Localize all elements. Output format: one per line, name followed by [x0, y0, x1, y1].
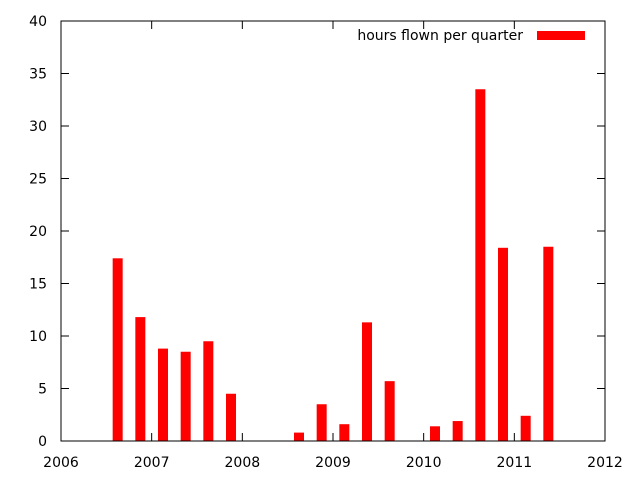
- bar: [384, 381, 395, 441]
- y-tick-label: 25: [29, 172, 47, 188]
- bar: [158, 348, 168, 441]
- bar: [316, 404, 327, 441]
- y-tick-label: 30: [29, 119, 47, 135]
- y-tick-label: 0: [38, 434, 47, 450]
- y-tick-label: 10: [29, 329, 47, 345]
- x-tick-label: 2006: [43, 455, 79, 471]
- legend-label: hours flown per quarter: [357, 28, 523, 44]
- legend-swatch: [537, 31, 585, 40]
- y-tick-label: 40: [29, 14, 47, 30]
- y-tick-labels: 0 5 10 15 20 25 30 35 40: [29, 14, 47, 450]
- bar: [180, 351, 191, 441]
- y-tick-label: 20: [29, 224, 47, 240]
- bar: [112, 258, 123, 441]
- x-tick-label: 2010: [406, 455, 442, 471]
- x-tick-label: 2008: [225, 455, 261, 471]
- bar: [520, 415, 531, 441]
- legend: hours flown per quarter: [357, 28, 585, 44]
- plot-frame: [60, 20, 606, 442]
- x-tick-labels: 2006 2007 2008 2009 2010 2011 2012: [43, 455, 623, 471]
- bar: [452, 421, 463, 441]
- bar: [339, 424, 350, 441]
- bar: [430, 426, 440, 441]
- bar: [294, 432, 304, 441]
- bar: [226, 393, 236, 441]
- y-tick-label: 35: [29, 67, 47, 83]
- x-tick-label: 2007: [134, 455, 170, 471]
- y-tick-label: 5: [38, 382, 47, 398]
- bar-series: [112, 89, 554, 441]
- y-tick-label: 15: [29, 277, 47, 293]
- bar: [362, 322, 372, 441]
- bar: [135, 317, 146, 441]
- bar: [203, 341, 214, 441]
- x-tick-label: 2012: [587, 455, 623, 471]
- bar: [543, 246, 554, 441]
- bar: [475, 89, 486, 441]
- bar: [498, 247, 508, 441]
- x-tick-label: 2009: [315, 455, 351, 471]
- x-tick-label: 2011: [497, 455, 533, 471]
